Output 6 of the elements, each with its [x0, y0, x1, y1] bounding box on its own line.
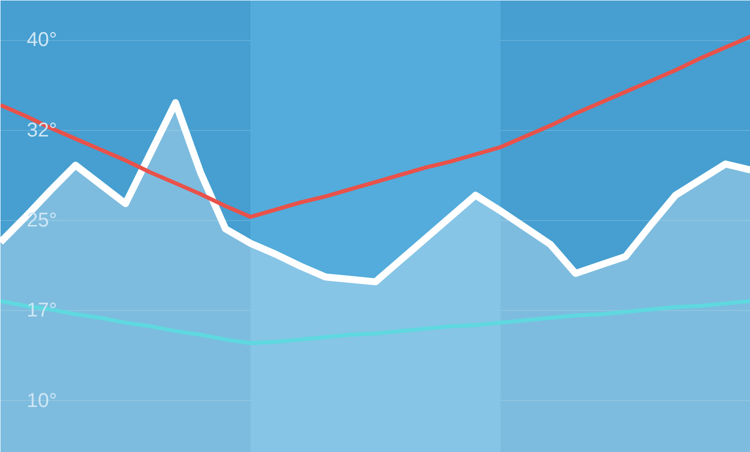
y-tick-label: 25°	[26, 209, 57, 232]
y-tick-label: 17°	[26, 300, 57, 322]
line-series	[0, 299, 750, 346]
y-tick-label: 10°	[26, 390, 57, 412]
y-tick-label: 32°	[26, 119, 57, 142]
y-tick-label: 40°	[26, 29, 57, 52]
